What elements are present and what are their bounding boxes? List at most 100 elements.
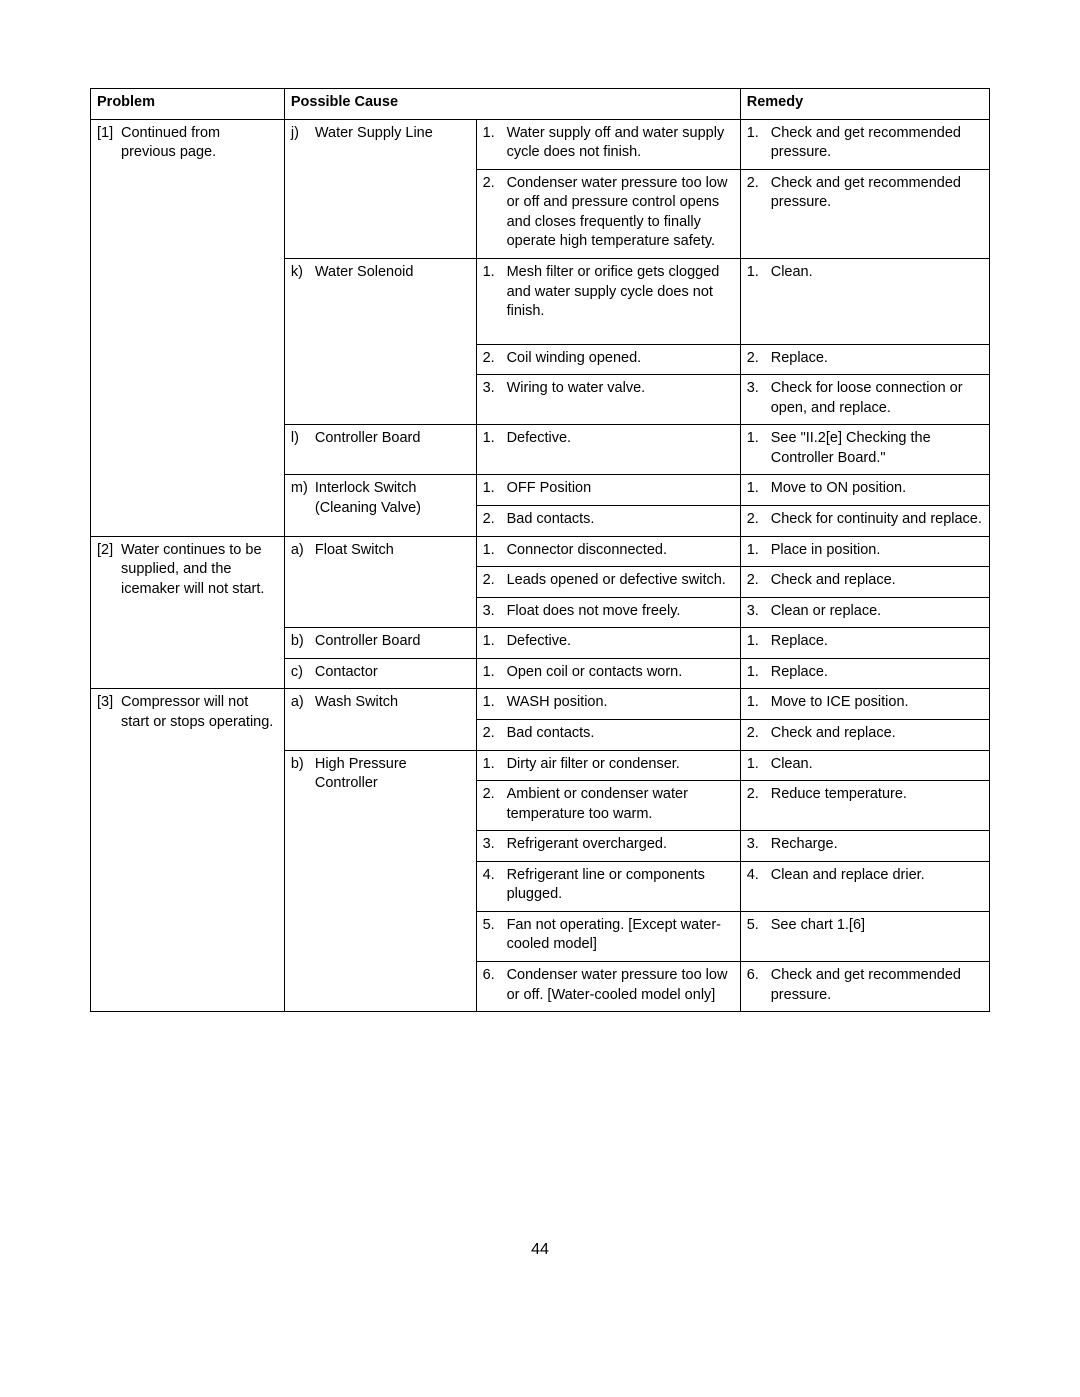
- detail-cell: 3.Float does not move freely.: [476, 597, 740, 628]
- remedy-marker: 4.: [747, 866, 771, 886]
- remedy-marker: 3.: [747, 379, 771, 399]
- remedy-cell: 1.Move to ON position.: [740, 475, 989, 506]
- detail-cell: 1.Connector disconnected.: [476, 536, 740, 567]
- col-header-possible-cause: Possible Cause: [284, 89, 740, 120]
- detail-cell: 6.Condenser water pressure too low or of…: [476, 962, 740, 1012]
- detail-cell: 2.Ambient or condenser water temperature…: [476, 781, 740, 831]
- remedy-text: Clean.: [771, 264, 813, 280]
- detail-cell: 3.Refrigerant overcharged.: [476, 831, 740, 862]
- cause-marker: a): [291, 541, 315, 561]
- remedy-marker: 3.: [747, 602, 771, 622]
- problem-cell: [3]Compressor will not start or stops op…: [91, 689, 285, 1012]
- remedy-text: Replace.: [771, 633, 828, 649]
- detail-text: Bad contacts.: [507, 725, 595, 741]
- detail-cell: 1.Defective.: [476, 628, 740, 659]
- detail-text: Float does not move freely.: [507, 603, 681, 619]
- cause-cell: j)Water Supply Line: [284, 119, 476, 258]
- remedy-marker: 2.: [747, 785, 771, 805]
- remedy-text: See chart 1.[6]: [771, 917, 865, 933]
- cause-text: Contactor: [315, 664, 378, 680]
- cause-marker: m): [291, 479, 315, 499]
- detail-text: Ambient or condenser water temperature t…: [507, 786, 688, 822]
- detail-text: Coil winding opened.: [507, 350, 642, 366]
- remedy-text: Replace.: [771, 664, 828, 680]
- detail-marker: 6.: [483, 966, 507, 986]
- remedy-text: Check and get recommended pressure.: [771, 125, 961, 161]
- cause-cell: m)Interlock Switch (Cleaning Valve): [284, 475, 476, 536]
- detail-marker: 1.: [483, 632, 507, 652]
- detail-text: Condenser water pressure too low or off.…: [507, 967, 728, 1003]
- remedy-text: Clean.: [771, 756, 813, 772]
- problem-cell: [1]Continued from previous page.: [91, 119, 285, 536]
- remedy-marker: 1.: [747, 632, 771, 652]
- remedy-marker: 1.: [747, 755, 771, 775]
- remedy-cell: 1.Check and get recommended pressure.: [740, 119, 989, 169]
- detail-text: Wiring to water valve.: [507, 380, 646, 396]
- detail-marker: 1.: [483, 541, 507, 561]
- detail-text: Water supply off and water supply cycle …: [507, 125, 725, 161]
- remedy-cell: 2.Check and replace.: [740, 719, 989, 750]
- troubleshooting-table: Problem Possible Cause Remedy [1]Continu…: [90, 88, 990, 1012]
- detail-text: Refrigerant line or components plugged.: [507, 867, 705, 903]
- remedy-text: Clean and replace drier.: [771, 867, 925, 883]
- remedy-text: Move to ON position.: [771, 480, 906, 496]
- cause-marker: l): [291, 429, 315, 449]
- cause-marker: a): [291, 693, 315, 713]
- cause-text: Float Switch: [315, 542, 394, 558]
- detail-marker: 2.: [483, 785, 507, 805]
- detail-cell: 4.Refrigerant line or components plugged…: [476, 861, 740, 911]
- detail-marker: 2.: [483, 724, 507, 744]
- remedy-cell: 1.Clean.: [740, 750, 989, 781]
- detail-marker: 1.: [483, 124, 507, 144]
- remedy-text: Replace.: [771, 350, 828, 366]
- detail-text: Defective.: [507, 430, 571, 446]
- remedy-cell: 1.Replace.: [740, 658, 989, 689]
- page: Problem Possible Cause Remedy [1]Continu…: [0, 0, 1080, 1397]
- problem-marker: [3]: [97, 693, 121, 713]
- detail-cell: 1.Defective.: [476, 425, 740, 475]
- remedy-marker: 1.: [747, 541, 771, 561]
- remedy-marker: 3.: [747, 835, 771, 855]
- table-header-row: Problem Possible Cause Remedy: [91, 89, 990, 120]
- detail-text: Mesh filter or orifice gets clogged and …: [507, 264, 720, 319]
- remedy-cell: 1.Move to ICE position.: [740, 689, 989, 720]
- remedy-marker: 2.: [747, 349, 771, 369]
- cause-text: Wash Switch: [315, 694, 398, 710]
- col-header-remedy: Remedy: [740, 89, 989, 120]
- cause-text: Interlock Switch (Cleaning Valve): [315, 480, 421, 516]
- detail-cell: 2.Leads opened or defective switch.: [476, 567, 740, 598]
- remedy-marker: 2.: [747, 510, 771, 530]
- detail-text: Defective.: [507, 633, 571, 649]
- cause-marker: j): [291, 124, 315, 144]
- cause-marker: k): [291, 263, 315, 283]
- remedy-marker: 1.: [747, 124, 771, 144]
- detail-marker: 1.: [483, 263, 507, 283]
- table-row: [1]Continued from previous page. j)Water…: [91, 119, 990, 169]
- col-header-problem: Problem: [91, 89, 285, 120]
- detail-cell: 5.Fan not operating. [Except water-coole…: [476, 911, 740, 961]
- detail-cell: 2.Condenser water pressure too low or of…: [476, 169, 740, 258]
- detail-cell: 1.Dirty air filter or condenser.: [476, 750, 740, 781]
- remedy-text: Reduce temperature.: [771, 786, 907, 802]
- remedy-text: Check and get recommended pressure.: [771, 967, 961, 1003]
- remedy-text: Place in position.: [771, 542, 881, 558]
- remedy-text: Check and replace.: [771, 572, 896, 588]
- remedy-marker: 2.: [747, 724, 771, 744]
- problem-marker: [2]: [97, 541, 121, 561]
- remedy-cell: 6.Check and get recommended pressure.: [740, 962, 989, 1012]
- detail-marker: 1.: [483, 479, 507, 499]
- remedy-marker: 2.: [747, 174, 771, 194]
- remedy-cell: 2.Check and get recommended pressure.: [740, 169, 989, 258]
- problem-cell: [2]Water continues to be supplied, and t…: [91, 536, 285, 689]
- detail-cell: 1.Open coil or contacts worn.: [476, 658, 740, 689]
- cause-text: High Pressure Controller: [315, 756, 407, 792]
- remedy-cell: 5.See chart 1.[6]: [740, 911, 989, 961]
- cause-cell: b)High Pressure Controller: [284, 750, 476, 1012]
- detail-text: Fan not operating. [Except water-cooled …: [507, 917, 721, 953]
- problem-text: Compressor will not start or stops opera…: [121, 694, 273, 730]
- detail-marker: 1.: [483, 755, 507, 775]
- remedy-text: Check and get recommended pressure.: [771, 175, 961, 211]
- detail-marker: 2.: [483, 510, 507, 530]
- remedy-cell: 1.Replace.: [740, 628, 989, 659]
- remedy-cell: 1.Clean.: [740, 258, 989, 344]
